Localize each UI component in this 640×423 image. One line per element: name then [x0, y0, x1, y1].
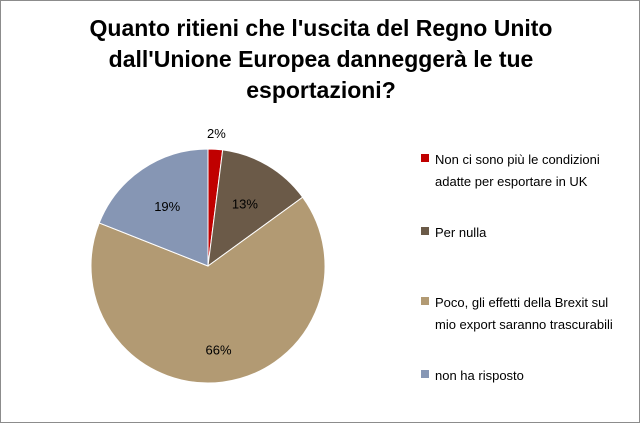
- legend-label: Non ci sono più le condizioni adatte per…: [435, 152, 600, 189]
- legend: Non ci sono più le condizioni adatte per…: [421, 141, 631, 401]
- pie-slice: [90, 196, 326, 384]
- legend-swatch: [421, 370, 429, 378]
- legend-label: Poco, gli effetti della Brexit sul mio e…: [435, 295, 613, 332]
- pie-data-label: 2%: [207, 126, 226, 141]
- pie-data-label: 13%: [232, 197, 258, 212]
- legend-swatch: [421, 154, 429, 162]
- legend-swatch: [421, 227, 429, 235]
- legend-label: Per nulla: [435, 225, 487, 240]
- pie-data-label: 19%: [154, 199, 180, 214]
- pie-slice: [98, 148, 209, 267]
- legend-label: non ha risposto: [435, 368, 524, 383]
- pie-data-label: 66%: [206, 343, 232, 358]
- chart-title: Quanto ritieni che l'uscita del Regno Un…: [89, 15, 553, 103]
- legend-swatch: [421, 297, 429, 305]
- pie-slice: [207, 149, 304, 268]
